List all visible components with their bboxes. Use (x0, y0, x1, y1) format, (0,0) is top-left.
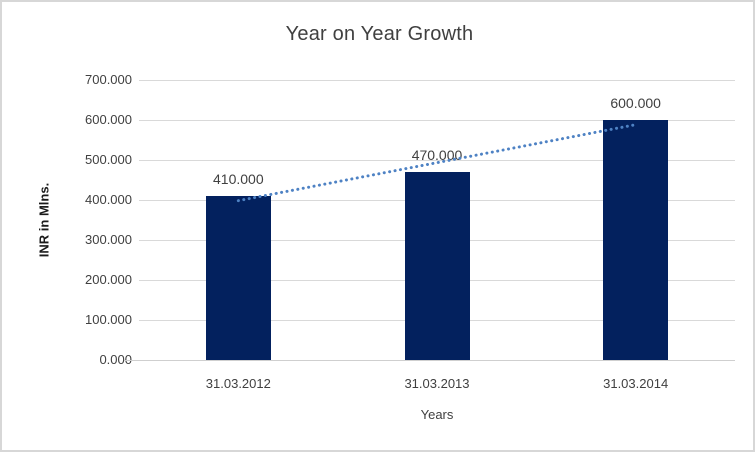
gridline (139, 119, 735, 121)
bar (404, 172, 470, 360)
bar-value-label: 600.000 (610, 95, 661, 111)
bar-value-label: 410.000 (213, 171, 264, 187)
y-tick-label: 0.000 (99, 352, 132, 367)
y-tick-label: 100.000 (85, 312, 132, 327)
x-tick-label: 31.03.2013 (404, 376, 470, 391)
chart-title: Year on Year Growth (285, 23, 474, 45)
x-axis-line (124, 359, 735, 361)
y-tick-label: 400.000 (85, 192, 132, 207)
y-tick-label: 300.000 (85, 232, 132, 247)
gridline (139, 79, 735, 81)
y-tick-label: 200.000 (85, 272, 132, 287)
x-tick-label: 31.03.2012 (205, 376, 271, 391)
x-axis-title: Years (420, 407, 454, 422)
y-tick-label: 700.000 (85, 72, 132, 87)
y-tick-label: 500.000 (85, 152, 132, 167)
bar-value-label: 470.000 (411, 147, 463, 163)
bar (205, 196, 271, 360)
y-axis-title: INR in Mlns. (36, 182, 52, 258)
y-tick-label: 600.000 (85, 112, 132, 127)
bar (603, 120, 669, 360)
x-tick-label: 31.03.2014 (603, 376, 669, 391)
